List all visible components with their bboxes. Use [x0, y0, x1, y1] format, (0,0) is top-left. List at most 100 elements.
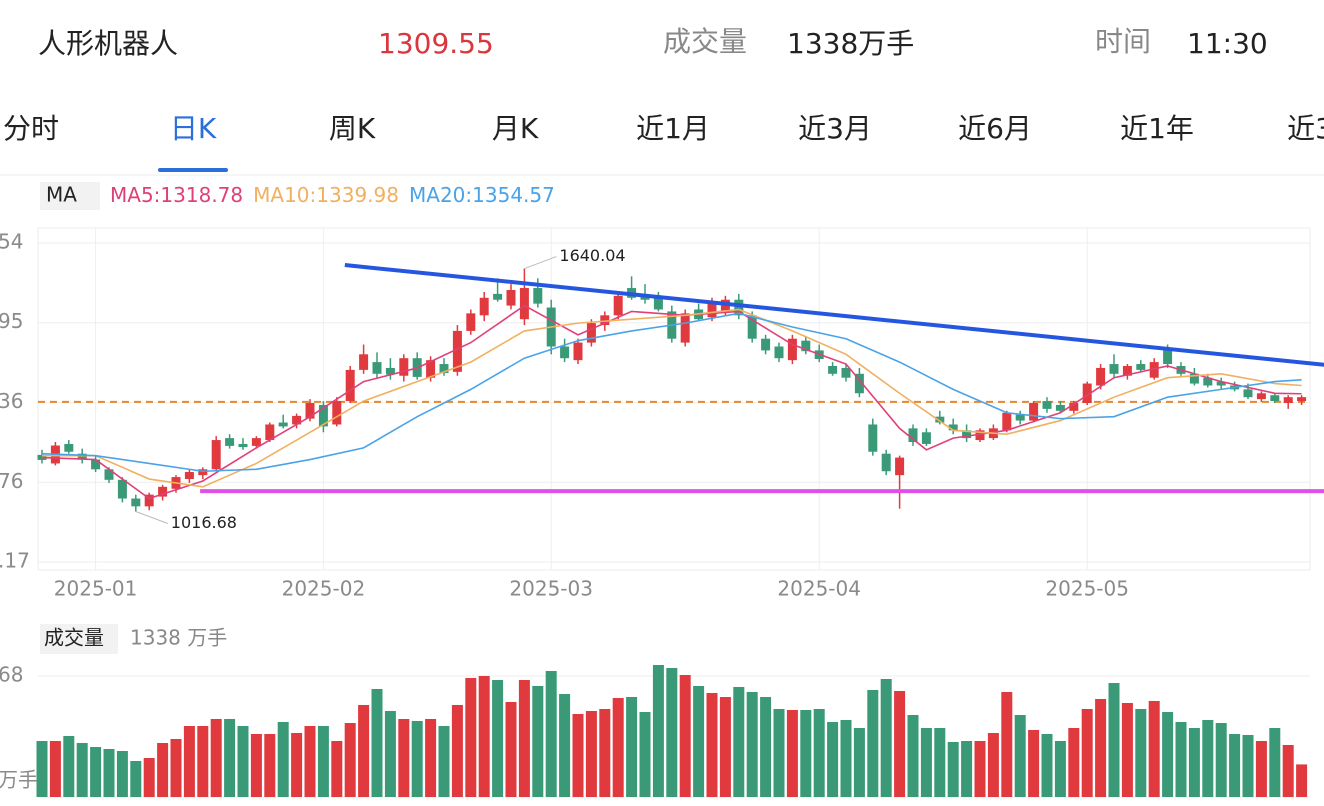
candle-body — [881, 453, 891, 472]
volume-bar — [384, 710, 396, 797]
tab[interactable]: 近1月 — [636, 112, 710, 145]
candle-body — [466, 313, 476, 331]
candle-body — [131, 498, 141, 507]
time: 11:30 — [1187, 27, 1268, 60]
tab[interactable]: 分时 — [3, 112, 59, 145]
candle-body — [238, 443, 248, 448]
volume-bar — [1175, 721, 1187, 797]
legend-sep: : — [310, 183, 317, 207]
candle-body — [1283, 397, 1293, 404]
vol-tick-label: 68 — [0, 663, 23, 687]
tab[interactable]: 月K — [492, 112, 539, 145]
volume-bar — [666, 667, 678, 797]
volume-bar — [76, 743, 88, 797]
candle-body — [305, 403, 315, 419]
candle-body — [519, 288, 529, 320]
volume-bar — [1202, 719, 1214, 797]
vol-box — [40, 624, 118, 654]
volume-bar — [947, 742, 959, 797]
candle-body — [158, 486, 168, 497]
candle-body — [251, 438, 261, 446]
candle-body — [640, 295, 650, 300]
legend-sep: : — [465, 183, 472, 207]
tab[interactable]: 近3月 — [798, 112, 872, 145]
volume-bar — [116, 750, 128, 797]
x-tick-label: 2025-03 — [509, 577, 593, 601]
volume-bar — [733, 686, 745, 797]
volume-bar — [103, 748, 115, 797]
volume-bar — [250, 733, 262, 797]
y-tick-label: 76 — [0, 469, 23, 493]
volume-bar — [90, 746, 102, 797]
volume-bar — [157, 743, 169, 797]
candle-body — [841, 367, 851, 378]
candle-body — [962, 430, 972, 439]
volume-bar — [1162, 711, 1174, 797]
candle-body — [1042, 401, 1052, 409]
legend-value: 1339.98 — [316, 183, 399, 207]
candle-body — [64, 443, 74, 452]
volume-bar — [532, 685, 544, 797]
candle-body — [787, 338, 797, 361]
volume-bar — [920, 727, 932, 797]
volume-bar — [518, 679, 530, 797]
volume-bar — [693, 685, 705, 797]
tab[interactable]: 近6月 — [958, 112, 1032, 145]
candle-body — [854, 373, 864, 394]
candle-body — [1256, 393, 1266, 400]
volume-bar — [1242, 734, 1254, 797]
vol-tick-label: 万手 — [0, 768, 38, 792]
candle-body — [948, 424, 958, 431]
candle-body — [1002, 412, 1012, 431]
volume-bar — [398, 718, 410, 797]
volume-bar — [961, 741, 973, 797]
volume-bar — [652, 664, 664, 797]
candle-body — [1270, 395, 1280, 402]
tab[interactable]: 日K — [170, 112, 217, 145]
vol-subtitle: 1338 万手 — [130, 626, 227, 650]
y-tick-label: 36 — [0, 389, 23, 413]
volume-bar — [344, 723, 356, 797]
volume-bar — [746, 692, 758, 797]
legend: MA5:1318.78 MA10:1339.98 MA20:1354.57 — [110, 183, 555, 207]
candle-body — [359, 354, 369, 370]
candle-body — [573, 342, 583, 361]
volume-bar — [760, 696, 772, 797]
volume-bar — [331, 741, 343, 797]
candle-body — [211, 440, 221, 470]
candle-body — [1149, 362, 1159, 378]
volume-bar — [773, 709, 785, 797]
volume-bar — [170, 739, 182, 797]
volume-bar — [210, 718, 222, 797]
legend-value: 1354.57 — [472, 183, 555, 207]
x-tick-label: 2025-04 — [777, 577, 861, 601]
volume-bar — [304, 726, 316, 797]
volume-bar — [183, 726, 195, 797]
tab[interactable]: 近3 — [1287, 112, 1324, 145]
volume-bar — [719, 696, 731, 797]
tab[interactable]: 近1年 — [1120, 112, 1194, 145]
candle-body — [265, 424, 275, 441]
candle-body — [1163, 350, 1173, 365]
tab[interactable]: 周K — [329, 112, 376, 145]
volume-bar — [465, 677, 477, 797]
candle-body — [184, 472, 194, 480]
volume-bar — [63, 735, 75, 797]
volume-bar — [505, 701, 517, 797]
price: 1309.55 — [378, 27, 494, 60]
volume-bar — [1068, 727, 1080, 797]
candle-body — [117, 479, 127, 499]
volume-bar — [813, 709, 825, 797]
candle-body — [653, 297, 663, 310]
volume-bar — [639, 711, 651, 797]
trendline — [344, 263, 1324, 367]
volume-bar — [1081, 709, 1093, 797]
volume-bar — [1135, 709, 1147, 797]
volume-bar — [559, 693, 571, 797]
candle-body — [1297, 397, 1307, 402]
candle-body — [586, 323, 596, 343]
candle-body — [1055, 404, 1065, 411]
ma-label: MA — [46, 183, 77, 207]
candle-body — [801, 340, 811, 352]
